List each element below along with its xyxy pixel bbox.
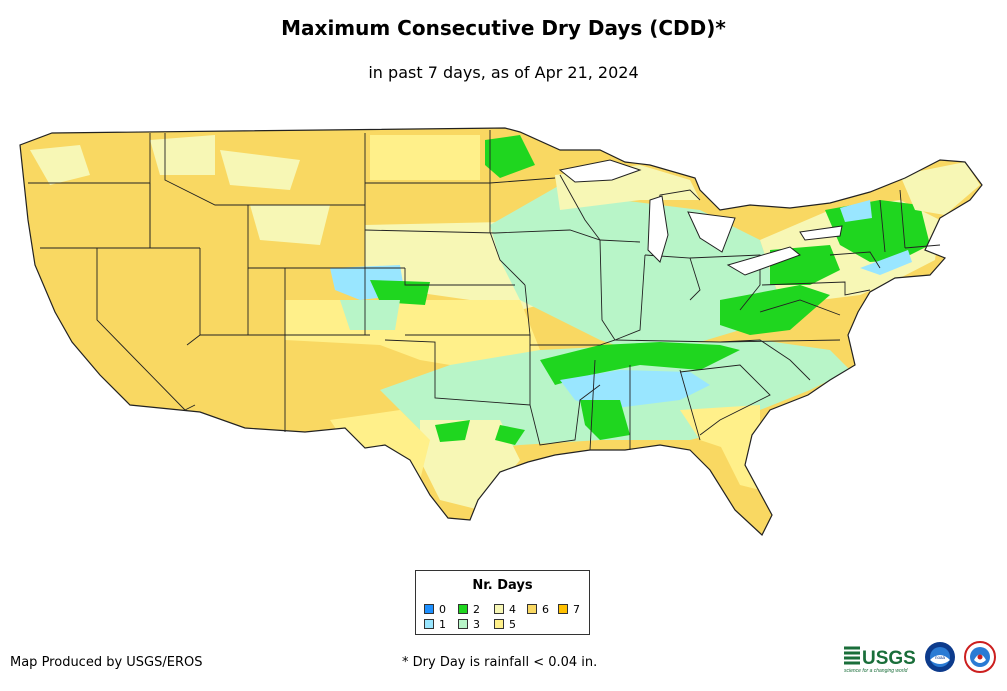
lake-ontario <box>799 225 843 241</box>
legend-label-6: 6 <box>542 602 549 616</box>
us-outline <box>19 127 983 536</box>
nws-logo <box>964 641 996 673</box>
map-title: Maximum Consecutive Dry Days (CDD)* <box>281 16 726 40</box>
legend-label-3: 3 <box>473 617 480 631</box>
legend-label-0: 0 <box>439 602 446 616</box>
lake-michigan <box>647 195 669 263</box>
legend-item-7: 7 <box>558 602 580 616</box>
usgs-tagline: science for a changing world <box>844 668 908 674</box>
legend: Nr. Days 0 1 2 3 4 5 6 7 <box>415 570 590 635</box>
usgs-wordmark: USGS <box>862 648 916 669</box>
legend-title: Nr. Days <box>472 578 533 593</box>
legend-label-1: 1 <box>439 617 446 631</box>
great-lakes <box>558 159 843 276</box>
noaa-wordmark: noaa <box>935 655 946 660</box>
legend-swatch-4 <box>494 604 504 614</box>
legend-item-1: 1 <box>424 617 446 631</box>
agency-logos: USGS science for a changing world noaa <box>844 641 996 674</box>
legend-item-0: 0 <box>424 602 446 616</box>
legend-swatch-1 <box>424 619 434 629</box>
legend-swatch-0 <box>424 604 434 614</box>
noaa-logo: noaa <box>925 642 955 672</box>
legend-label-4: 4 <box>509 602 516 616</box>
legend-item-5: 5 <box>494 617 516 631</box>
legend-swatch-7 <box>558 604 568 614</box>
dry-day-footnote: * Dry Day is rainfall < 0.04 in. <box>402 655 598 670</box>
legend-item-4: 4 <box>494 602 516 616</box>
state-boundaries <box>28 130 941 451</box>
legend-item-2: 2 <box>458 602 480 616</box>
legend-label-7: 7 <box>573 602 580 616</box>
legend-swatch-6 <box>527 604 537 614</box>
legend-swatch-5 <box>494 619 504 629</box>
legend-swatch-3 <box>458 619 468 629</box>
map-subtitle: in past 7 days, as of Apr 21, 2024 <box>368 63 639 82</box>
lake-erie <box>726 246 802 276</box>
legend-label-5: 5 <box>509 617 516 631</box>
usgs-logo: USGS science for a changing world <box>844 646 916 674</box>
legend-item-3: 3 <box>458 617 480 631</box>
legend-swatch-2 <box>458 604 468 614</box>
legend-item-6: 6 <box>527 602 549 616</box>
map-fill-layer <box>20 128 982 535</box>
legend-label-2: 2 <box>473 602 480 616</box>
producer-credit: Map Produced by USGS/EROS <box>10 655 203 670</box>
lake-superior <box>558 159 642 183</box>
lake-huron <box>687 211 736 253</box>
